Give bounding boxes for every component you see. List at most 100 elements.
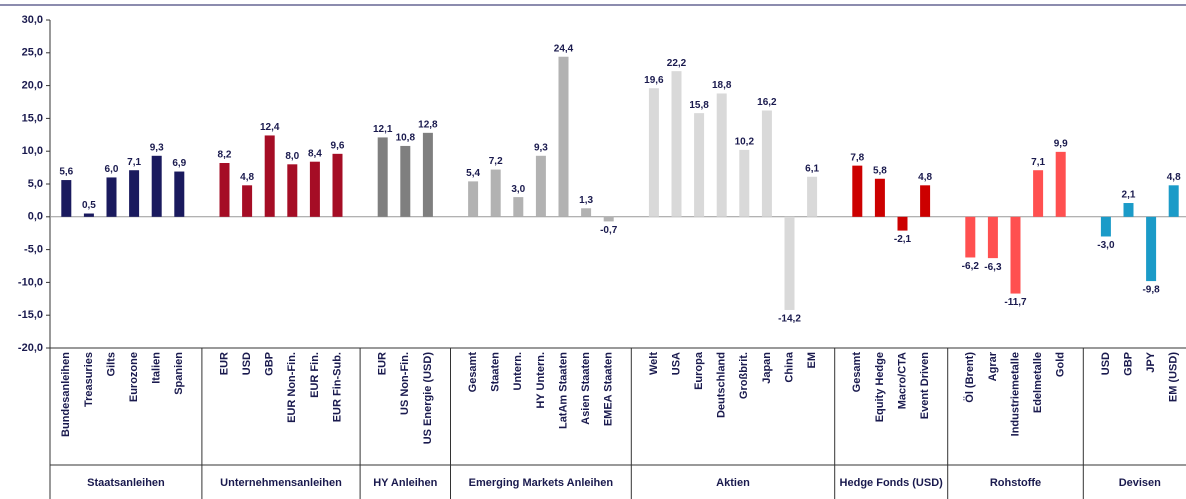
value-label: 3,0 — [511, 184, 525, 195]
x-tick-label: EUR — [377, 352, 389, 375]
bar — [852, 165, 863, 217]
x-tick-label: Japan — [761, 352, 773, 384]
value-label: -14,2 — [778, 314, 801, 325]
x-tick-label: USA — [670, 352, 682, 375]
bar — [468, 181, 479, 217]
y-tick-label: 5,0 — [28, 178, 43, 190]
x-tick-label: Treasuries — [83, 352, 95, 407]
bar — [739, 149, 750, 217]
bar — [581, 208, 592, 217]
value-label: 2,1 — [1122, 190, 1136, 201]
value-label: 10,2 — [735, 137, 755, 148]
bar — [490, 169, 501, 217]
value-label: 1,3 — [579, 195, 593, 206]
x-tick-label: Gesamt — [851, 352, 863, 393]
x-tick-label: Event Driven — [919, 352, 931, 420]
group-label: HY Anleihen — [373, 477, 438, 489]
x-tick-label: Europa — [693, 351, 705, 390]
value-label: -6,2 — [962, 261, 980, 272]
x-tick-label: USD — [1100, 352, 1112, 375]
value-label: 12,4 — [260, 122, 280, 133]
group-label: Staatsanleihen — [87, 477, 165, 489]
y-tick-label: -5,0 — [24, 244, 43, 256]
value-label: 4,8 — [1167, 172, 1181, 183]
x-tick-label: LatAm Staaten — [557, 352, 569, 429]
y-tick-label: 25,0 — [22, 47, 43, 59]
bar — [83, 213, 94, 217]
value-label: 24,4 — [554, 43, 574, 54]
bar — [151, 155, 162, 217]
bar — [716, 93, 727, 217]
bar — [1146, 216, 1157, 282]
value-label: 16,2 — [757, 97, 777, 108]
bar — [648, 88, 659, 217]
value-label: 5,4 — [466, 168, 480, 179]
y-tick-label: 0,0 — [28, 211, 43, 223]
value-label: 15,8 — [689, 100, 709, 111]
bar — [129, 170, 140, 217]
group-label: Emerging Markets Anleihen — [468, 477, 614, 489]
bar — [784, 216, 795, 310]
bar — [174, 171, 185, 217]
y-tick-label: -20,0 — [18, 342, 43, 354]
bar — [694, 113, 705, 217]
value-label: -9,8 — [1142, 285, 1160, 296]
bar — [965, 216, 976, 258]
value-label: 9,9 — [1054, 138, 1068, 149]
x-tick-label: US Non-Fin. — [399, 352, 411, 415]
value-label: 7,1 — [127, 157, 141, 168]
x-tick-label: USD — [241, 352, 253, 375]
x-tick-label: Untern. — [512, 352, 524, 391]
y-tick-label: 15,0 — [22, 112, 43, 124]
x-tick-label: Gold — [1055, 352, 1067, 377]
x-tick-label: GBP — [1122, 352, 1134, 376]
value-label: -2,1 — [894, 234, 912, 245]
x-tick-label: JPY — [1145, 351, 1157, 372]
x-tick-label: Agrar — [987, 351, 999, 381]
x-tick-label: EMEA Staaten — [603, 352, 615, 426]
value-label: 9,3 — [150, 142, 164, 153]
group-label: Unternehmensanleihen — [220, 477, 342, 489]
x-tick-label: GBP — [264, 352, 276, 376]
group-label: Devisen — [1118, 477, 1161, 489]
value-label: 8,2 — [218, 150, 232, 161]
bar — [106, 177, 117, 217]
value-label: 12,8 — [418, 119, 438, 130]
x-tick-label: Eurozone — [128, 352, 140, 402]
value-label: 4,8 — [240, 172, 254, 183]
bar — [1033, 170, 1044, 217]
y-tick-label: 30,0 — [22, 14, 43, 26]
value-label: -6,3 — [984, 262, 1002, 273]
bar — [1010, 216, 1021, 294]
bar — [513, 197, 524, 217]
group-label: Rohstoffe — [989, 477, 1042, 489]
y-tick-label: -15,0 — [18, 309, 43, 321]
x-tick-label: Industriemetalle — [1009, 352, 1021, 436]
x-tick-label: EM (USD) — [1168, 352, 1180, 402]
x-tick-label: Edelmetalle — [1032, 352, 1044, 413]
x-tick-label: Equity Hedge — [874, 352, 886, 422]
x-tick-label: EUR Fin-Sub. — [331, 352, 343, 422]
x-tick-label: EUR Fin. — [309, 352, 321, 398]
value-label: 8,4 — [308, 148, 322, 159]
x-tick-label: Großbrit. — [738, 352, 750, 399]
bar — [1123, 203, 1134, 217]
bar — [807, 176, 818, 217]
bar — [671, 71, 682, 217]
x-tick-label: Welt — [648, 352, 660, 375]
y-tick-label: -10,0 — [18, 276, 43, 288]
group-label: Aktien — [716, 477, 750, 489]
bar — [219, 163, 230, 217]
value-label: 5,6 — [59, 167, 73, 178]
value-label: 18,8 — [712, 80, 732, 91]
x-tick-label: EM — [806, 352, 818, 369]
value-label: 6,9 — [172, 158, 186, 169]
group-label: Hedge Fonds (USD) — [839, 477, 943, 489]
bar — [61, 180, 72, 217]
bar — [874, 178, 885, 217]
y-tick-label: 20,0 — [22, 80, 43, 92]
x-tick-label: EUR Non-Fin. — [286, 352, 298, 423]
x-tick-label: Gilts — [105, 352, 117, 376]
